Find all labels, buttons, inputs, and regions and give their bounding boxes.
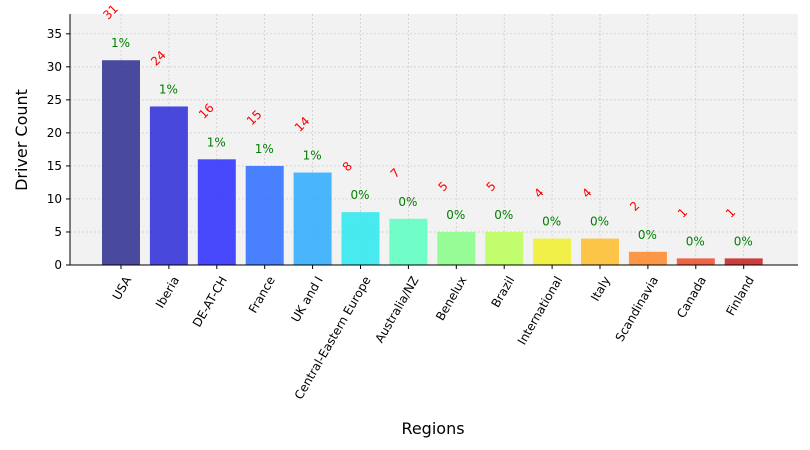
percent-label: 0% — [542, 215, 561, 229]
x-tick-label: UK and I — [288, 274, 325, 325]
x-tick-label: Canada — [674, 274, 709, 321]
bars — [102, 60, 763, 265]
y-tick-label: 0 — [54, 258, 62, 272]
x-tick-label: France — [246, 274, 278, 316]
y-tick-label: 10 — [47, 192, 62, 206]
percent-label: 1% — [159, 82, 178, 96]
y-axis-title: Driver Count — [12, 89, 31, 191]
y-tick-label: 20 — [47, 126, 62, 140]
percent-label: 0% — [398, 195, 417, 209]
bar-canada — [676, 258, 715, 265]
y-tick-label: 25 — [47, 93, 62, 107]
bar-france — [245, 165, 284, 265]
y-axis: 0 5 10 15 20 25 30 35 — [47, 27, 70, 272]
bar-international — [533, 238, 572, 265]
percent-label: 1% — [111, 36, 130, 50]
x-tick-label: DE-AT-CH — [190, 274, 230, 330]
bar-italy — [581, 238, 619, 265]
y-tick-label: 15 — [47, 159, 62, 173]
bar-central-eastern-europe — [341, 212, 380, 265]
x-tick-label: Australia/NZ — [372, 274, 421, 345]
x-tick-label: Scandinavia — [613, 274, 662, 344]
percent-label: 0% — [351, 188, 370, 202]
y-tick-label: 5 — [54, 225, 62, 239]
bar-de-at-ch — [197, 159, 236, 265]
percent-label: 1% — [255, 142, 274, 156]
x-axis: USA Iberia DE-AT-CH France UK and ICentral-E… — [110, 265, 757, 402]
percent-label: 1% — [207, 135, 226, 149]
x-axis-title: Regions — [401, 419, 464, 438]
bar-benelux — [437, 231, 476, 265]
bar-uk-and-i — [293, 172, 332, 265]
percent-label: 0% — [494, 208, 513, 222]
bar-finland — [724, 258, 763, 265]
percent-label: 0% — [590, 215, 609, 229]
y-tick-label: 30 — [47, 60, 62, 74]
bar-iberia — [149, 106, 188, 265]
x-tick-label: Italy — [588, 274, 613, 304]
bar-brazil — [485, 231, 524, 265]
x-tick-label: Benelux — [433, 274, 469, 323]
y-tick-label: 35 — [47, 27, 62, 41]
bar-australia-nz — [389, 218, 428, 265]
plot-area — [70, 14, 798, 265]
x-tick-label: Iberia — [153, 274, 182, 311]
x-tick-label: Finland — [723, 274, 757, 318]
percent-label: 0% — [686, 234, 705, 248]
x-tick-label: International — [515, 274, 565, 347]
percent-label: 1% — [303, 149, 322, 163]
bar-usa — [102, 60, 140, 265]
bar-scandinavia — [628, 251, 667, 265]
x-tick-label: Brazil — [489, 274, 518, 310]
percent-label: 0% — [446, 208, 465, 222]
percent-label: 0% — [638, 228, 657, 242]
percent-label: 0% — [734, 234, 753, 248]
x-tick-label: USA — [110, 273, 135, 302]
